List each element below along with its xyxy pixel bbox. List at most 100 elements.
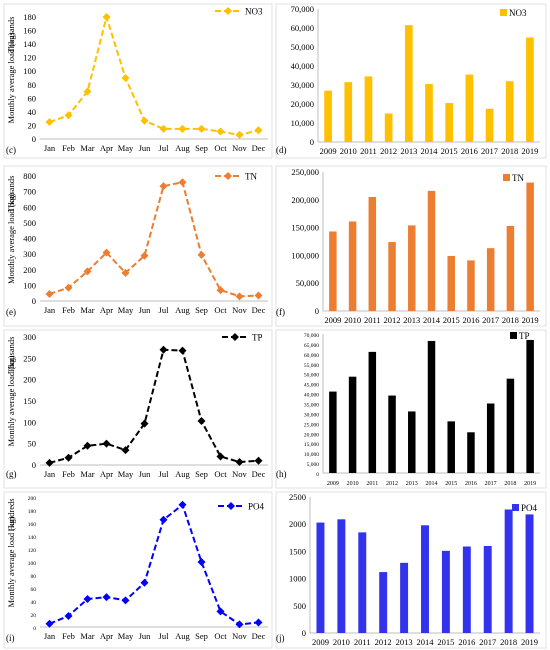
bar (324, 90, 332, 142)
data-point (64, 111, 73, 120)
bar (316, 522, 325, 633)
x-tick-label: May (118, 143, 134, 153)
panel-frame (3, 491, 273, 649)
bar (506, 225, 515, 311)
x-tick-label: Sep (195, 305, 208, 315)
bar (337, 519, 346, 633)
y-tick-label: 2500 (289, 492, 306, 502)
bar (329, 391, 337, 473)
y-tick-label: 180 (28, 509, 37, 515)
bar (485, 108, 494, 142)
data-point (159, 124, 168, 133)
panel-j: 0 500 1000 1500 2000 2500 2009 2010 2011 2012 2013… (275, 491, 547, 649)
panel-i: 0 20 40 60 80 100 120 140 160 180 200 Jan Feb Mar Apr M… (3, 491, 273, 649)
data-point (178, 500, 187, 509)
y-axis-label: Monthly average load (kg) (6, 32, 16, 123)
legend-label: PO4 (521, 503, 538, 513)
x-tick-label: Jan (44, 631, 56, 641)
data-point (140, 251, 149, 260)
x-tick-label: 2009 (324, 315, 341, 325)
x-tick-label: May (118, 469, 134, 479)
x-tick-label: 2017 (479, 637, 496, 647)
y-tick-label: 180 (23, 12, 36, 22)
x-tick-label: Apr (100, 143, 113, 153)
y-tick-label: 1500 (289, 546, 306, 556)
data-point (121, 446, 130, 455)
data-point (197, 558, 206, 566)
data-point (121, 596, 130, 605)
x-tick-label: 2019 (524, 481, 536, 487)
y-tick-label: 0 (32, 134, 36, 144)
x-tick-label: Nov (232, 469, 247, 479)
unit-label: Hundreds (6, 498, 16, 531)
x-tick-label: 2016 (458, 637, 475, 647)
x-tick-label: 2018 (504, 481, 516, 487)
data-point (178, 178, 187, 187)
data-point (254, 291, 263, 300)
y-tick-label: 250,000 (291, 167, 319, 177)
data-point (254, 126, 263, 135)
data-point (178, 346, 187, 355)
x-tick-label: Jan (44, 143, 56, 153)
x-tick-label: 2014 (421, 146, 439, 156)
bar (486, 248, 495, 311)
x-tick-label: Apr (100, 631, 113, 641)
x-tick-label: Jul (159, 305, 170, 315)
panel-frame (3, 3, 273, 159)
bar (465, 74, 474, 142)
bar (445, 103, 454, 142)
x-tick-label: Jul (159, 469, 170, 479)
y-tick-label: 30,000 (304, 412, 319, 418)
x-tick-label: 2016 (465, 481, 477, 487)
bar (467, 432, 475, 473)
x-tick-label: 2013 (403, 315, 420, 325)
data-point (45, 619, 54, 628)
x-tick-label: Mar (80, 305, 94, 315)
x-tick-label: 2009 (320, 146, 337, 156)
x-tick-label: 2019 (521, 637, 538, 647)
x-tick-label: Aug (175, 631, 190, 641)
x-tick-label: Oct (214, 305, 227, 315)
panel-label: (j) (276, 633, 285, 643)
y-tick-label: 0 (316, 472, 319, 478)
y-tick-label: 150,000 (291, 223, 319, 233)
y-tick-label: 20 (28, 120, 37, 130)
legend-swatch (500, 9, 507, 16)
y-tick-label: 200,000 (291, 195, 319, 205)
x-tick-label: Mar (80, 469, 94, 479)
y-tick-label: 80 (31, 574, 37, 580)
y-tick-label: 25,000 (304, 422, 319, 428)
data-point (121, 268, 130, 277)
y-tick-label: 500 (293, 601, 306, 611)
x-tick-label: Sep (195, 143, 208, 153)
bar (525, 514, 534, 633)
x-tick-label: Nov (232, 305, 247, 315)
x-tick-label: Aug (175, 143, 190, 153)
x-tick-label: Oct (214, 631, 227, 641)
y-tick-label: 50 (28, 439, 37, 449)
x-tick-label: Mar (80, 143, 94, 153)
bar (408, 225, 416, 311)
x-tick-label: Nov (232, 143, 247, 153)
y-tick-label: 800 (23, 171, 36, 181)
legend-label: TP (519, 331, 530, 341)
bar (526, 37, 534, 142)
x-tick-label: 2017 (485, 481, 497, 487)
bar (427, 190, 436, 311)
data-point (121, 74, 130, 82)
x-tick-label: May (118, 631, 134, 641)
legend-label: TN (512, 173, 524, 183)
data-point (140, 578, 149, 587)
data-point (178, 124, 187, 133)
y-tick-label: 100,000 (291, 250, 319, 260)
y-tick-label: 70,000 (291, 4, 314, 14)
y-tick-label: 200 (28, 496, 37, 502)
x-tick-label: Oct (214, 143, 227, 153)
x-tick-label: 2012 (386, 481, 398, 487)
legend-label: NO3 (245, 7, 263, 17)
bar (504, 509, 513, 633)
bar (408, 411, 416, 473)
y-tick-label: 0 (32, 296, 36, 306)
x-tick-label: 2011 (366, 481, 378, 487)
